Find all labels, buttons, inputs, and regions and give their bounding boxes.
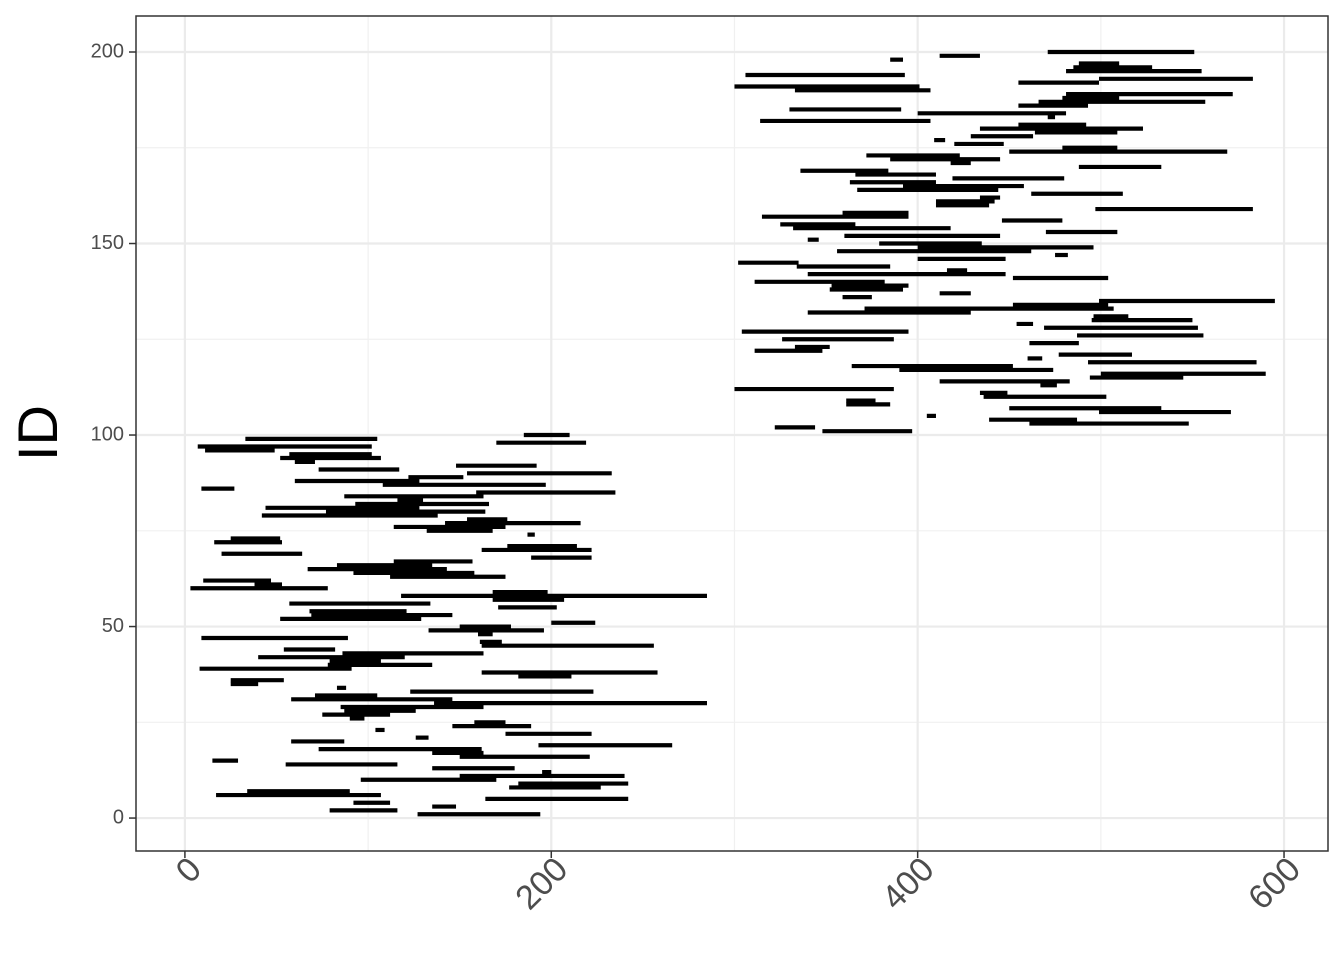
panel (136, 16, 1328, 851)
x-tick-label: 0 (169, 850, 209, 890)
x-tick-label: 200 (508, 850, 575, 917)
y-axis-title: ID (6, 405, 69, 461)
y-tick-label: 100 (91, 423, 124, 445)
y-tick-label: 50 (102, 615, 124, 637)
x-tick-label: 600 (1241, 850, 1308, 917)
y-tick-label: 0 (113, 806, 124, 828)
y-tick-label: 200 (91, 40, 124, 62)
y-tick-label: 150 (91, 232, 124, 254)
panel-border (135, 15, 1329, 852)
x-tick-label: 400 (875, 850, 942, 917)
